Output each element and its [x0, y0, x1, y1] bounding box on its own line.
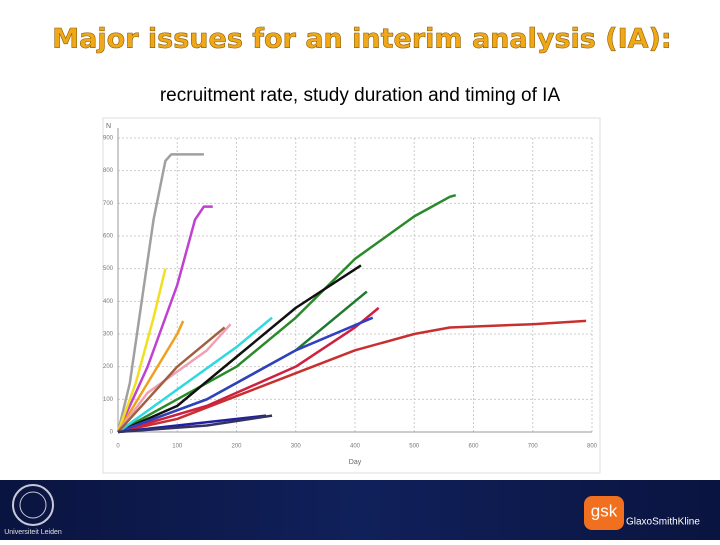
university-seal [12, 484, 54, 526]
chart-frame [102, 117, 601, 474]
x-tick-label: 400 [350, 444, 361, 450]
series-line [117, 264, 362, 434]
series-line [116, 205, 213, 433]
series-line [117, 319, 587, 434]
university-seal-inner [19, 491, 47, 519]
y-tick-label: 400 [103, 299, 114, 305]
chart: 0 100 200 300 400 500 600 700 800 900 0 100 200 300 40… [103, 123, 598, 466]
x-tick-label: 700 [528, 444, 539, 450]
series-line [117, 326, 226, 433]
x-tick-label: 600 [468, 444, 479, 450]
y-tick-label: 700 [103, 201, 114, 207]
university-name: Universiteit Leiden [4, 529, 62, 536]
gsk-logo [584, 496, 624, 530]
series-line [116, 153, 204, 433]
x-tick-label: 800 [587, 444, 598, 450]
y-tick-label: 900 [103, 136, 114, 142]
y-tick-label: 600 [103, 234, 114, 240]
y-tick-label: 200 [103, 364, 114, 370]
series-line [116, 268, 167, 433]
y-tick-label: 300 [103, 332, 114, 338]
slide-title: Major issues for an interim analysis (IA… [52, 24, 671, 55]
series-line [117, 316, 374, 434]
gsk-name: GlaxoSmithKline [626, 517, 700, 528]
series-line [116, 320, 185, 433]
slide-subtitle: recruitment rate, study duration and tim… [160, 85, 561, 106]
x-tick-label: 500 [409, 444, 420, 450]
series-line [117, 414, 273, 434]
x-tick-label: 200 [231, 444, 242, 450]
x-tick-label: 0 [116, 444, 120, 450]
y-tick-label: 0 [110, 430, 114, 436]
x-axis-label: Day [349, 459, 362, 466]
x-tick-label: 300 [291, 444, 302, 450]
y-tick-label: 100 [103, 397, 114, 403]
y-tick-label: 800 [103, 168, 114, 174]
y-axis-label: N [106, 123, 111, 130]
gsk-mark: gsk [591, 501, 618, 520]
x-tick-label: 100 [172, 444, 183, 450]
series-line [117, 323, 232, 433]
series-line [117, 316, 273, 434]
y-tick-label: 500 [103, 266, 114, 272]
